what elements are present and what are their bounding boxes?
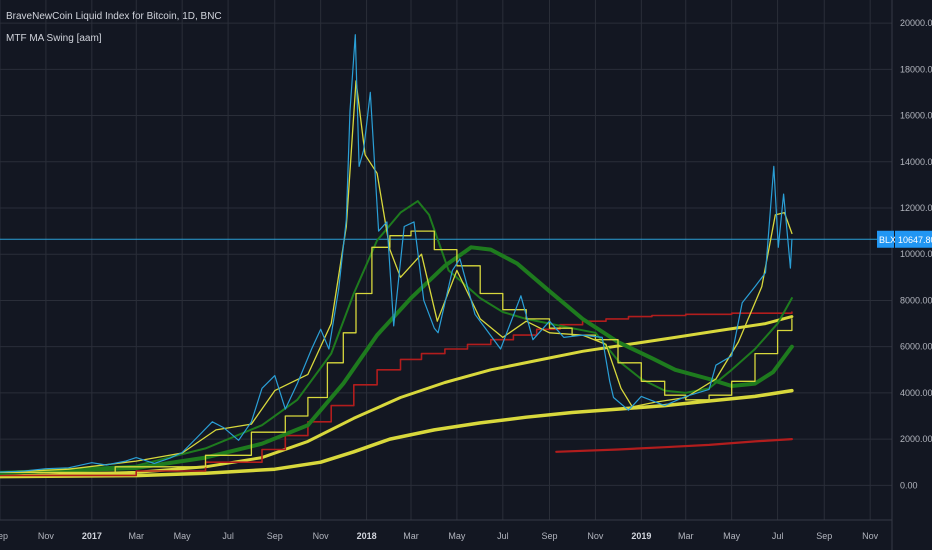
price-axis[interactable]: 20000.00 18000.00 16000.00 14000.00 12000.00…: [900, 18, 932, 490]
x-tick-label: Sep: [816, 531, 832, 541]
y-tick-label: 0.00: [900, 480, 918, 490]
series-ma-red-low: [555, 438, 793, 453]
x-tick-label: Mar: [403, 531, 419, 541]
x-tick-label: May: [174, 531, 192, 541]
x-tick-label: Nov: [587, 531, 604, 541]
series-ma-step-yellow: [0, 230, 793, 474]
x-tick-label: 2017: [82, 531, 102, 541]
series-ma-yellow-low: [0, 388, 794, 479]
y-tick-label: 8000.00: [900, 295, 932, 305]
x-tick-label: Nov: [38, 531, 55, 541]
y-tick-label: 10000.00: [900, 249, 932, 259]
price-label-tag-box: [877, 230, 894, 248]
x-tick-label: Sep: [267, 531, 283, 541]
price-label-value-box: [895, 230, 932, 248]
x-tick-label: Jul: [497, 531, 509, 541]
x-tick-label: Nov: [862, 531, 879, 541]
series-ma-green-thick: [0, 245, 794, 475]
y-tick-label: 16000.00: [900, 111, 932, 121]
x-tick-label: Sep: [0, 531, 8, 541]
y-tick-label: 18000.00: [900, 64, 932, 74]
series-ma-red-step: [0, 311, 793, 477]
chart-series: [0, 34, 794, 479]
series-blx: [0, 34, 793, 473]
x-tick-label: Sep: [541, 531, 557, 541]
x-tick-label: Nov: [313, 531, 330, 541]
y-tick-label: 6000.00: [900, 342, 932, 352]
x-tick-label: May: [448, 531, 466, 541]
y-tick-label: 4000.00: [900, 388, 932, 398]
current-price-label: BLX 10647.80: [877, 230, 932, 248]
x-tick-label: 2019: [631, 531, 651, 541]
time-axis[interactable]: Sep Nov 2017 Mar May Jul Sep Nov 2018 Mar May Jul Se…: [0, 531, 879, 541]
x-tick-label: Jul: [772, 531, 784, 541]
x-tick-label: May: [723, 531, 741, 541]
y-tick-label: 14000.00: [900, 157, 932, 167]
price-label-tag: BLX: [879, 235, 896, 245]
x-tick-label: Mar: [128, 531, 144, 541]
y-tick-label: 2000.00: [900, 434, 932, 444]
x-tick-label: Mar: [678, 531, 694, 541]
y-tick-label: 20000.00: [900, 18, 932, 28]
chart-title[interactable]: BraveNewCoin Liquid Index for Bitcoin, 1…: [6, 11, 222, 22]
series-ma-green-thin: [0, 200, 793, 474]
y-tick-label: 12000.00: [900, 203, 932, 213]
indicator-label[interactable]: MTF MA Swing [aam]: [6, 33, 102, 44]
x-tick-label: 2018: [357, 531, 377, 541]
price-label-value: 10647.80: [898, 235, 932, 245]
x-tick-label: Jul: [222, 531, 234, 541]
